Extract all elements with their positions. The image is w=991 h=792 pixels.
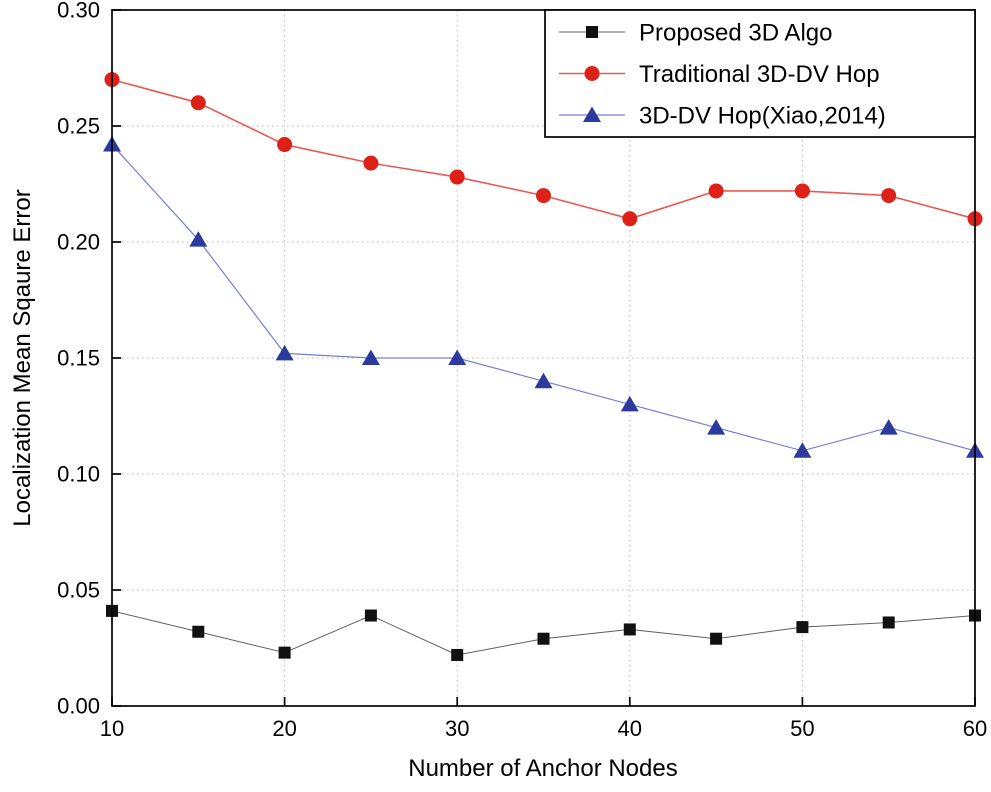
marker-circle-icon — [881, 188, 897, 204]
legend: Proposed 3D Algo Traditional 3D-DV Hop 3D-… — [544, 9, 976, 138]
marker-square-icon — [537, 632, 550, 645]
marker-triangle-icon — [189, 231, 208, 247]
marker-triangle-icon — [534, 372, 553, 389]
series-proposed-3d-algo — [106, 604, 981, 661]
marker-circle-icon — [622, 211, 638, 227]
marker-square-icon — [192, 625, 205, 638]
marker-triangle-icon — [448, 349, 467, 365]
marker-circle-icon — [277, 137, 293, 153]
marker-circle-icon — [794, 183, 810, 199]
series-3d-dv-hop-xiao-2014- — [103, 136, 984, 458]
marker-square-icon — [710, 632, 723, 645]
marker-square-icon — [364, 609, 377, 622]
legend-label: 3D-DV Hop(Xiao,2014) — [639, 102, 886, 129]
y-tick-label: 0.20 — [57, 230, 100, 255]
marker-triangle-icon — [707, 419, 726, 435]
y-tick-label: 0.10 — [57, 462, 100, 487]
x-tick-label: 60 — [963, 716, 987, 741]
axes: 10 20 30 40 50 60 0.00 0.05 0.10 0.15 0.20 0.25 0.30 — [57, 0, 987, 741]
x-tick-label: 40 — [618, 716, 642, 741]
legend-label: Traditional 3D-DV Hop — [639, 61, 880, 88]
x-tick-label: 30 — [445, 716, 469, 741]
marker-circle-icon — [708, 183, 724, 199]
marker-square-icon — [623, 623, 636, 636]
marker-circle-icon — [190, 95, 206, 111]
marker-circle-icon — [449, 169, 465, 185]
marker-triangle-icon — [361, 349, 380, 365]
marker-square-icon — [882, 616, 895, 629]
marker-square-icon — [451, 648, 464, 661]
y-tick-label: 0.30 — [57, 0, 100, 23]
y-axis-label: Localization Mean Sqaure Error — [9, 189, 36, 527]
x-tick-label: 10 — [100, 716, 124, 741]
legend-label: Proposed 3D Algo — [639, 19, 832, 46]
marker-square-icon — [796, 621, 809, 634]
marker-circle-icon — [363, 155, 379, 171]
marker-triangle-icon — [275, 344, 294, 361]
y-tick-label: 0.05 — [57, 578, 100, 603]
marker-triangle-icon — [620, 395, 639, 412]
marker-triangle-icon — [583, 106, 601, 122]
marker-triangle-icon — [879, 419, 898, 435]
x-axis-label: Number of Anchor Nodes — [408, 755, 677, 782]
marker-square-icon — [586, 26, 598, 38]
series-layer — [103, 72, 984, 661]
marker-square-icon — [278, 646, 291, 659]
x-tick-label: 50 — [790, 716, 814, 741]
marker-circle-icon — [584, 66, 600, 81]
y-tick-label: 0.25 — [57, 114, 100, 139]
y-tick-label: 0.00 — [57, 694, 100, 719]
series-traditional-3d-dv-hop — [104, 72, 983, 227]
y-tick-label: 0.15 — [57, 346, 100, 371]
marker-triangle-icon — [793, 442, 812, 458]
marker-circle-icon — [536, 188, 551, 204]
x-tick-label: 20 — [272, 716, 296, 741]
